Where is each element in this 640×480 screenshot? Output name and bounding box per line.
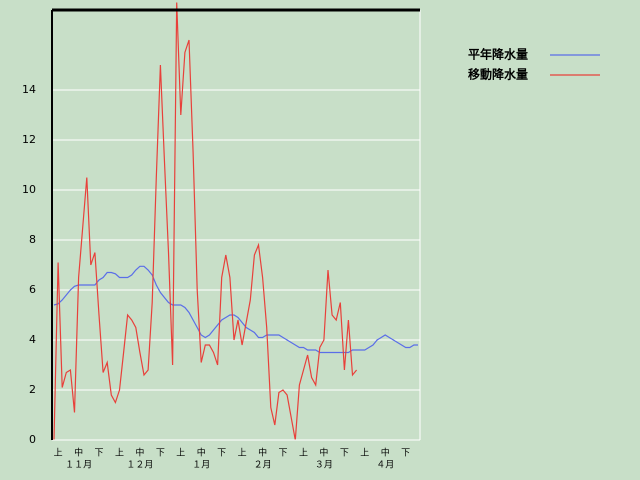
x-tick-label: 下 (156, 449, 165, 459)
y-tick-label: 8 (29, 233, 36, 246)
y-tick-label: 6 (29, 283, 36, 296)
y-tick-label: 4 (29, 333, 36, 346)
y-tick-label: 10 (22, 183, 36, 196)
y-tick-label: 0 (29, 433, 36, 446)
x-tick-label: 下 (95, 449, 104, 459)
series-line (53, 265, 418, 354)
x-tick-label: 中 (381, 447, 390, 459)
legend-label: 移動降水量 (468, 67, 528, 82)
series-line (53, 2, 358, 441)
x-tick-label: 上 (176, 448, 185, 459)
x-tick-label: 中 (197, 447, 206, 459)
x-tick-label: 上 (54, 448, 63, 459)
x-tick-label: 中 (74, 447, 83, 459)
y-tick-label: 12 (22, 133, 36, 146)
month-label: １２月 (126, 460, 153, 471)
y-tick-label: 2 (29, 383, 36, 396)
x-tick-label: 下 (279, 449, 288, 459)
legend-label: 平年降水量 (468, 47, 528, 62)
x-tick-label: 上 (360, 448, 369, 459)
x-tick-label: 下 (340, 449, 349, 459)
month-label: ２月 (254, 460, 272, 471)
month-label: １１月 (65, 460, 92, 471)
x-tick-label: 上 (299, 448, 308, 459)
month-label: １月 (192, 460, 210, 471)
x-tick-label: 下 (401, 449, 410, 459)
x-tick-label: 中 (135, 447, 144, 459)
y-tick-label: 14 (22, 83, 36, 96)
x-tick-label: 中 (319, 447, 328, 459)
x-tick-label: 下 (217, 449, 226, 459)
x-tick-label: 中 (258, 447, 267, 459)
month-label: ４月 (376, 460, 394, 471)
x-tick-label: 上 (115, 448, 124, 459)
month-label: ３月 (315, 460, 333, 471)
x-tick-label: 上 (238, 448, 247, 459)
